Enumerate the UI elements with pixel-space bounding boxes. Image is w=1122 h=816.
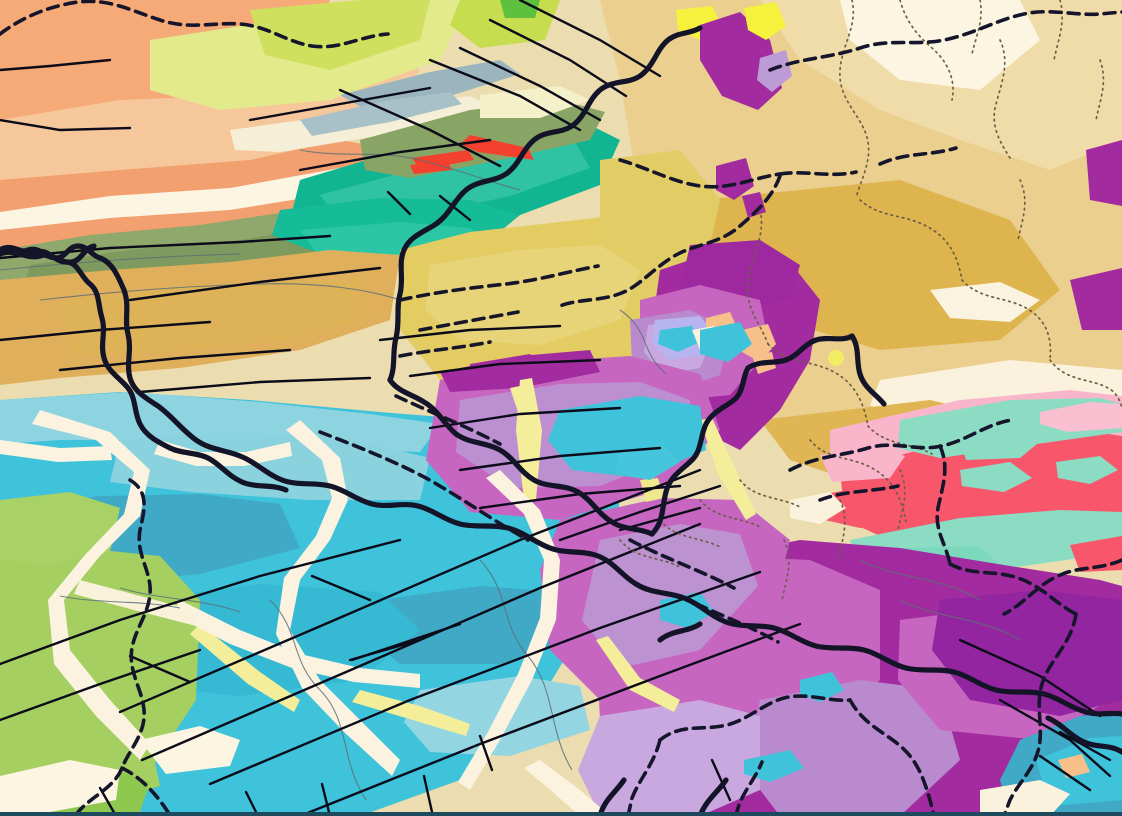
unit-red-ophiolite-3 — [410, 162, 452, 174]
unit-steelgrey-1 — [340, 60, 520, 112]
unit-violet-outlier — [757, 50, 792, 92]
unit-steelgrey-2 — [300, 92, 462, 136]
unit-mint-patch-e1 — [960, 462, 1032, 492]
unit-purple-dot-1 — [716, 158, 754, 200]
unit-cream-ne-2 — [930, 282, 1040, 322]
unit-cream-sw-2 — [140, 726, 240, 774]
streak-yellow-4 — [596, 636, 680, 712]
unit-purple-outlier-y — [744, 2, 786, 40]
unit-cyan-se-1 — [800, 672, 844, 702]
unit-gold-center-2 — [60, 278, 370, 356]
unit-purple-edge-e — [1070, 268, 1122, 330]
international-border-nw[interactable] — [0, 243, 97, 265]
unit-apricot-2 — [742, 324, 776, 362]
valley-main-3 — [458, 470, 560, 790]
unit-violet-se — [745, 680, 960, 816]
valley-main-4 — [172, 600, 420, 688]
unit-cyan-se-2 — [744, 750, 804, 782]
unit-mint-nw-e — [960, 428, 1044, 460]
unit-ivory-ne — [840, 0, 1040, 90]
unit-mint-patch-e2 — [1056, 456, 1118, 484]
valley-cream-main-s — [524, 760, 610, 816]
unit-lime-nw — [250, 0, 430, 70]
unit-grassgreen-sw2 — [0, 492, 120, 564]
unit-cyan-inlier-1 — [658, 326, 700, 352]
unit-green-ne-top — [500, 0, 540, 18]
streak-yellow-5 — [190, 624, 300, 712]
unit-cyan-inlier-belt3 — [700, 322, 752, 362]
unit-pink-lobe-2 — [1040, 402, 1122, 432]
unit-apricot-corner — [1058, 754, 1090, 778]
unit-purple-edge-e2 — [1086, 140, 1122, 206]
streak-yellow-6 — [352, 690, 470, 736]
valley-nw-1 — [0, 158, 412, 230]
unit-cream-corner — [980, 780, 1070, 816]
valley-main-1 — [32, 410, 150, 760]
valley-main-2 — [276, 420, 400, 776]
unit-cyan-inlier-belt4 — [660, 592, 714, 628]
provincial-boundaries-dotted — [619, 0, 1122, 601]
unit-purple-stripe-1 — [470, 354, 548, 380]
unit-cyan-inlier-belt2 — [616, 444, 680, 480]
streak-yellow-3 — [700, 418, 756, 520]
valley-branch-2 — [0, 440, 112, 462]
unit-cream-ophio — [480, 86, 590, 118]
unit-lavender-se — [578, 700, 760, 816]
unit-cream-e1 — [790, 492, 846, 524]
dot-yellow-small — [828, 350, 845, 366]
unit-steelblue-2 — [366, 586, 580, 664]
viewport-bottom-edge — [0, 812, 1122, 816]
streak-yellow-7 — [640, 478, 664, 502]
unit-coral-patch-e3 — [1070, 536, 1122, 572]
